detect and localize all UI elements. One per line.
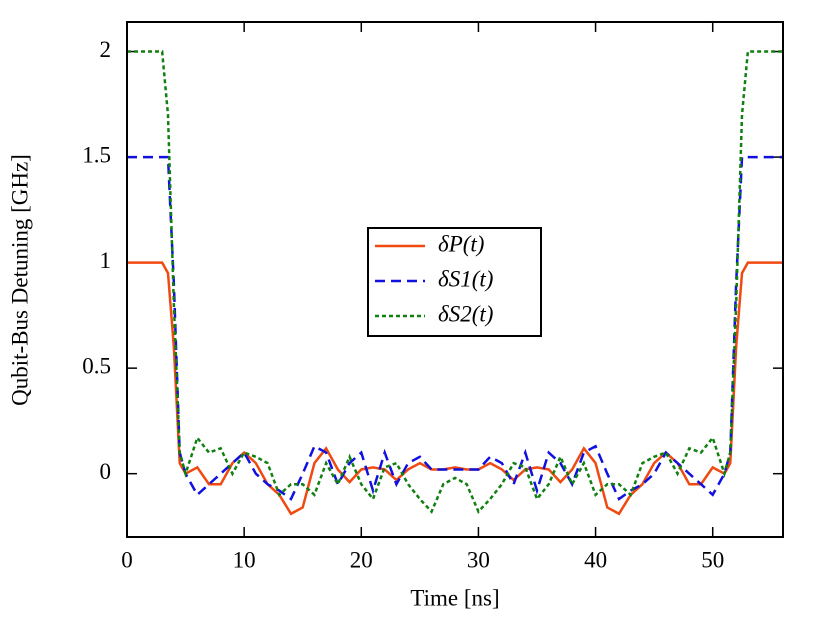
x-tick-label: 50 (701, 547, 724, 572)
y-axis-label: Qubit-Bus Detuning [GHz] (7, 154, 32, 406)
x-axis-label: Time [ns] (410, 585, 499, 610)
series-line (127, 155, 783, 501)
legend-label: δP(t) (438, 231, 484, 256)
y-tick-label: 1 (100, 248, 112, 273)
y-tick-label: 2 (100, 37, 112, 62)
legend-label: δS2(t) (438, 301, 493, 326)
x-tick-label: 40 (584, 547, 607, 572)
y-tick-label: 1.5 (82, 142, 111, 167)
series-line (127, 50, 783, 514)
x-tick-label: 30 (467, 547, 490, 572)
x-tick-label: 10 (233, 547, 256, 572)
x-tick-label: 0 (121, 547, 133, 572)
x-tick-label: 20 (350, 547, 373, 572)
series-line (127, 261, 783, 516)
y-tick-label: 0.5 (82, 353, 111, 378)
y-tick-label: 0 (100, 459, 112, 484)
legend-label: δS1(t) (438, 266, 493, 291)
plot-frame (126, 21, 784, 538)
